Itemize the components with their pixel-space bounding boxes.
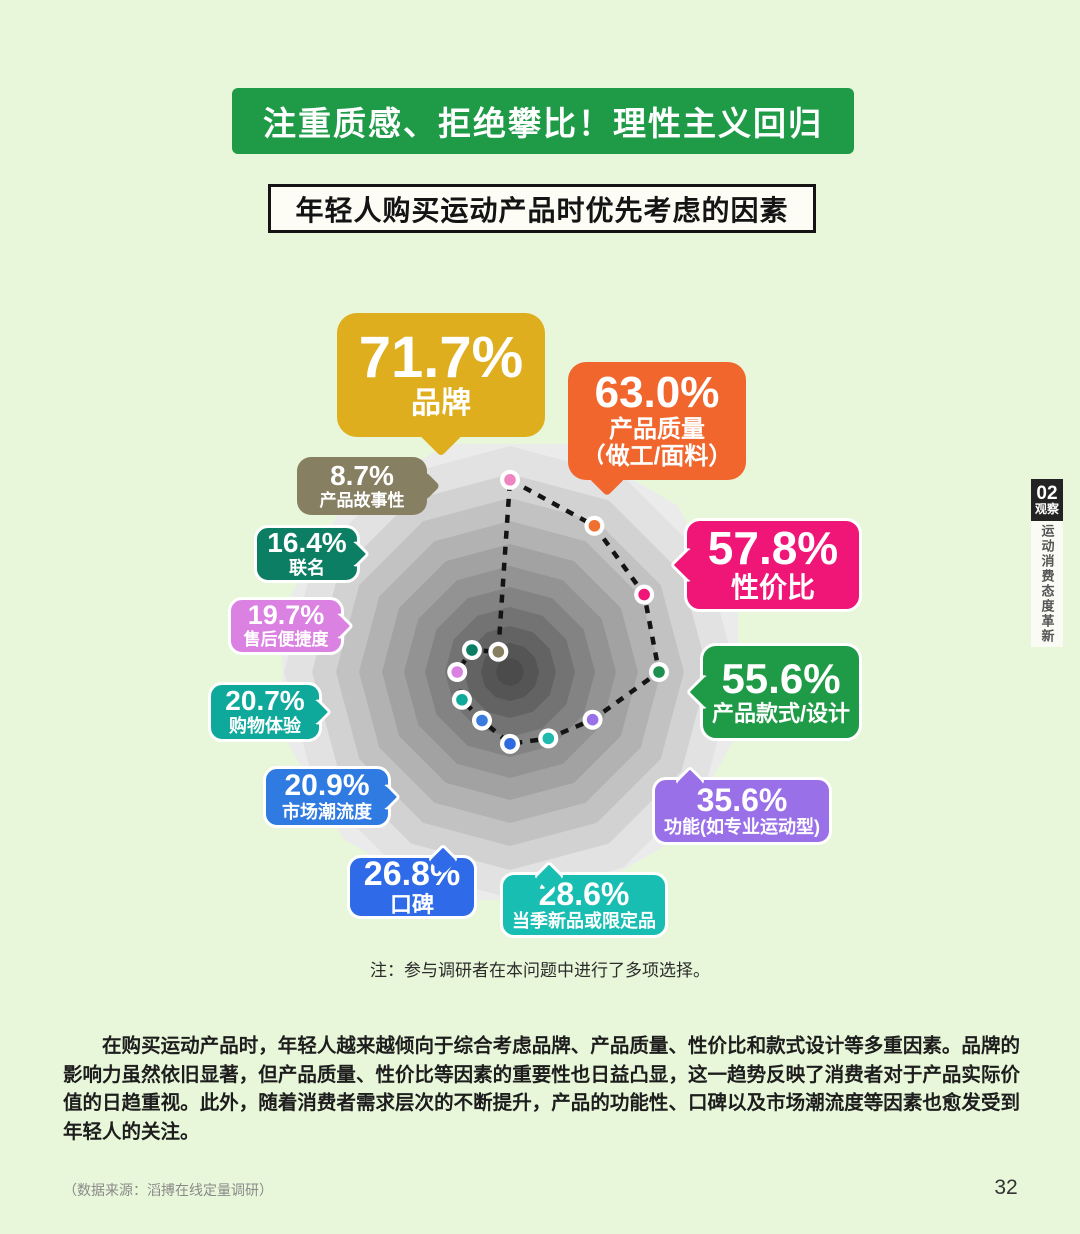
callout-function: 35.6% 功能(如专业运动型) [652, 765, 832, 845]
callout-label: 市场潮流度 [282, 801, 372, 822]
callout-market-trend: 20.9% 市场潮流度 [263, 766, 402, 828]
callout-label: 售后便捷度 [243, 629, 329, 649]
callout-label: 性价比 [730, 572, 815, 604]
callout-label: 联名 [289, 557, 325, 578]
callout-value: 71.7% [358, 325, 524, 391]
callout-cost-performance: 57.8% 性价比 [669, 518, 862, 612]
page-number: 32 [994, 1176, 1018, 1199]
callout-label: 购物体验 [229, 715, 301, 736]
callout-aftersale-convenience: 19.7% 售后便捷度 [228, 597, 355, 655]
callout-value: 8.7% [330, 459, 394, 491]
chart-note: 注：参与调研者在本问题中进行了多项选择。 [370, 961, 710, 980]
callout-value: 57.8% [707, 522, 839, 575]
callout-product-story: 8.7% 产品故事性 [297, 457, 441, 515]
callout-value: 16.4% [267, 527, 347, 559]
callout-label: 当季新品或限定品 [512, 910, 656, 931]
page-title: 注重质感、拒绝攀比！理性主义回归 [263, 105, 823, 142]
chapter-number: 02 [1036, 482, 1058, 504]
data-source-note: （数据来源：滔搏在线定量调研） [63, 1182, 273, 1198]
callout-brand: 71.7% 品牌 [337, 313, 545, 457]
callout-collab: 16.4% 联名 [254, 525, 371, 583]
chart-title: 年轻人购买运动产品时优先考虑的因素 [295, 194, 789, 226]
callout-label: 产品款式/设计 [711, 700, 851, 726]
callout-seasonal-new: 28.6% 当季新品或限定品 [500, 860, 668, 938]
side-tab: 02 观察 运动消费态度革新 [1031, 479, 1063, 647]
callout-style-design: 55.6% 产品款式/设计 [685, 643, 862, 741]
radar-chart [282, 444, 738, 900]
callout-shopping-experience: 20.7% 购物体验 [208, 682, 333, 742]
callout-label: 产品故事性 [319, 490, 405, 510]
callout-value: 55.6% [721, 654, 841, 702]
callout-value: 63.0% [594, 367, 720, 417]
callout-word-of-mouth: 26.8% 口碑 [347, 843, 477, 919]
callout-label: 功能(如专业运动型) [664, 816, 820, 837]
page-title-banner: 注重质感、拒绝攀比！理性主义回归 [232, 88, 854, 154]
callout-value: 20.7% [225, 685, 305, 717]
chapter-label: 观察 [1034, 501, 1059, 516]
chart-title-box: 年轻人购买运动产品时优先考虑的因素 [268, 184, 816, 233]
callout-label: 口碑 [389, 891, 434, 917]
callout-value: 20.9% [284, 769, 370, 803]
callout-value: 19.7% [247, 600, 325, 631]
callout-label: 产品质量 [609, 415, 705, 443]
callout-value: 35.6% [696, 782, 788, 819]
body-paragraph: 在购买运动产品时，年轻人越来越倾向于综合考虑品牌、产品质量、性价比和款式设计等多… [63, 1035, 1020, 1143]
callout-product-quality: 63.0% 产品质量 （做工/面料） [568, 362, 746, 497]
chapter-title-vertical: 运动消费态度革新 [1031, 521, 1063, 647]
chapter-badge: 02 观察 [1031, 479, 1063, 521]
